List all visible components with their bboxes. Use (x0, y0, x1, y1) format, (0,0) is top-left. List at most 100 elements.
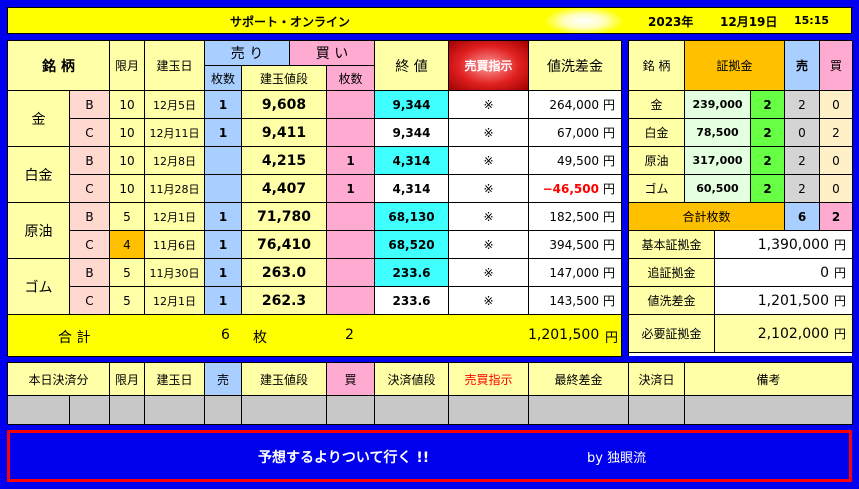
close-price: 9,344 (375, 119, 449, 147)
contract-type: C (70, 119, 110, 147)
diff-value: −46,500 (542, 181, 599, 196)
header-diff: 値洗差金 (529, 41, 622, 91)
contract-type: C (70, 175, 110, 203)
settle-cell[interactable] (110, 396, 145, 425)
summary-label: 基本証拠金 (629, 231, 715, 259)
summary-value: 0 (820, 264, 829, 281)
buy-qty[interactable] (327, 287, 375, 315)
instruction-mark[interactable]: ※ (449, 119, 529, 147)
contract-type: C (70, 287, 110, 315)
settle-cell[interactable] (529, 396, 629, 425)
instruction-mark[interactable]: ※ (449, 91, 529, 119)
contract-month: 4 (110, 231, 145, 259)
header-sell: 売 り (205, 41, 290, 66)
summary-cell: 2,102,000 円 (715, 315, 853, 353)
entry-price[interactable]: 76,410 (242, 231, 327, 259)
entry-price[interactable]: 9,411 (242, 119, 327, 147)
margin-multiplier: 2 (751, 119, 785, 147)
entry-date: 12月5日 (145, 91, 205, 119)
summary-label: 追証拠金 (629, 259, 715, 287)
margin-buy-count: 0 (820, 91, 853, 119)
settle-cell[interactable] (327, 396, 375, 425)
instruction-mark[interactable]: ※ (449, 203, 529, 231)
margin-sell-count: 0 (785, 119, 820, 147)
settle-cell[interactable] (70, 396, 110, 425)
entry-price[interactable]: 9,608 (242, 91, 327, 119)
buy-qty[interactable] (327, 119, 375, 147)
header-close: 終 値 (375, 41, 449, 91)
buy-qty[interactable]: 1 (327, 147, 375, 175)
buy-qty[interactable] (327, 231, 375, 259)
settle-cell[interactable] (629, 396, 685, 425)
summary-value: 2,102,000 (757, 325, 829, 342)
margin-product-name: ゴム (629, 175, 685, 203)
close-price: 4,314 (375, 175, 449, 203)
sell-qty[interactable]: 1 (205, 119, 242, 147)
instruction-mark[interactable]: ※ (449, 175, 529, 203)
instruction-mark[interactable]: ※ (449, 287, 529, 315)
entry-price[interactable]: 4,215 (242, 147, 327, 175)
contract-type: B (70, 91, 110, 119)
margin-multiplier: 2 (751, 175, 785, 203)
margin-sell-count: 2 (785, 175, 820, 203)
margin-amount: 78,500 (685, 119, 751, 147)
diff-unit: 円 (602, 126, 615, 140)
settle-header-instruction: 売買指示 (449, 363, 529, 396)
sell-qty[interactable]: 1 (205, 91, 242, 119)
contract-month: 10 (110, 147, 145, 175)
instruction-mark[interactable]: ※ (449, 147, 529, 175)
instruction-mark[interactable]: ※ (449, 231, 529, 259)
buy-qty[interactable]: 1 (327, 175, 375, 203)
diff-cell: 49,500 円 (529, 147, 622, 175)
sell-qty[interactable] (205, 175, 242, 203)
settle-cell[interactable] (449, 396, 529, 425)
settle-header-date: 決済日 (629, 363, 685, 396)
sell-qty[interactable]: 1 (205, 287, 242, 315)
diff-cell: 67,000 円 (529, 119, 622, 147)
buy-qty[interactable] (327, 91, 375, 119)
sell-qty[interactable] (205, 147, 242, 175)
settle-cell[interactable] (205, 396, 242, 425)
margin-header-meigara: 銘 柄 (629, 41, 685, 91)
positions-table: 銘 柄 限月 建玉日 売 り 買 い 枚数 建玉値段 枚数 終 値 売買指示 値… (7, 40, 622, 357)
footer-inner: 予想するよりついて行く !! by 独眼流 (10, 433, 849, 479)
margin-product-name: 白金 (629, 119, 685, 147)
close-price: 68,520 (375, 231, 449, 259)
entry-price[interactable]: 4,407 (242, 175, 327, 203)
settle-cell[interactable] (8, 396, 70, 425)
buy-qty[interactable] (327, 259, 375, 287)
summary-label: 値洗差金 (629, 287, 715, 315)
entry-price[interactable]: 263.0 (242, 259, 327, 287)
diff-cell: 147,000 円 (529, 259, 622, 287)
settle-header-gengetsu: 限月 (110, 363, 145, 396)
settle-cell[interactable] (145, 396, 205, 425)
title-year: 2023年 (648, 15, 694, 29)
settle-cell[interactable] (375, 396, 449, 425)
diff-value: 67,000 (556, 125, 599, 140)
contract-type: C (70, 231, 110, 259)
header-tategyokubi: 建玉日 (145, 41, 205, 91)
sell-qty[interactable]: 1 (205, 203, 242, 231)
total-row (8, 315, 622, 357)
settle-cell[interactable] (242, 396, 327, 425)
entry-date: 11月28日 (145, 175, 205, 203)
instruction-mark[interactable]: ※ (449, 259, 529, 287)
buy-qty[interactable] (327, 203, 375, 231)
entry-price[interactable]: 262.3 (242, 287, 327, 315)
trade-instruction-button[interactable]: 売買指示 (449, 41, 529, 91)
settle-header-settle-price: 決済値段 (375, 363, 449, 396)
summary-unit: 円 (833, 238, 846, 252)
settle-header-tategyokubi: 建玉日 (145, 363, 205, 396)
settle-cell[interactable] (685, 396, 853, 425)
margin-total-buy: 2 (820, 203, 853, 231)
summary-unit: 円 (833, 266, 846, 280)
diff-value: 49,500 (556, 153, 599, 168)
footer-by: by 独眼流 (587, 451, 647, 466)
entry-price[interactable]: 71,780 (242, 203, 327, 231)
title-bar: サポート・オンライン 2023年 12月19日 15:15 (7, 7, 852, 34)
sell-qty[interactable]: 1 (205, 231, 242, 259)
total-label: 合 計 (58, 330, 91, 346)
entry-date: 11月30日 (145, 259, 205, 287)
sell-qty[interactable]: 1 (205, 259, 242, 287)
diff-unit: 円 (602, 238, 615, 252)
